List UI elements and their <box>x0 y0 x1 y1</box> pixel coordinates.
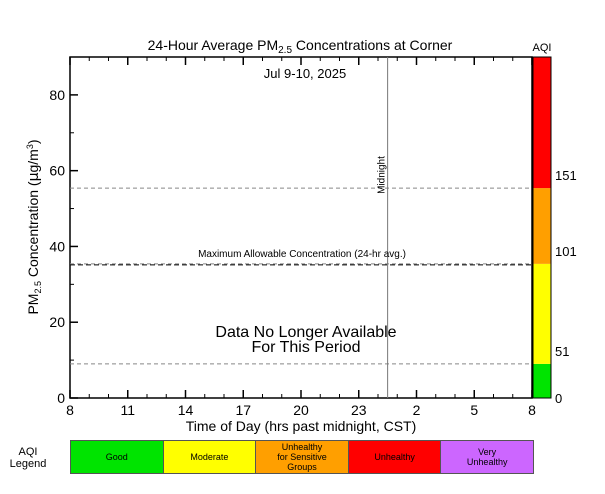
aqi-legend-item-1: Moderate <box>162 440 257 474</box>
aqi-legend-item-2: Unhealthy for Sensitive Groups <box>255 440 349 474</box>
aqi-legend-item-label: Very <box>478 447 497 457</box>
aqi-legend-item-4: Very Unhealthy <box>440 440 534 474</box>
reference-lines <box>70 187 532 365</box>
aqi-legend-item-label: Groups <box>287 462 317 472</box>
aqi-bar-label: 51 <box>555 344 569 359</box>
x-axis-label: Time of Day (hrs past midnight, CST) <box>186 418 417 434</box>
y-tick-label: 60 <box>49 163 65 179</box>
midnight-label: Midnight <box>377 156 388 194</box>
aqi-legend-item-label: Moderate <box>190 452 229 462</box>
aqi-bar-label: 101 <box>555 244 577 259</box>
aqi-band-2 <box>533 188 551 264</box>
aqi-legend-title-line2: Legend <box>9 458 47 470</box>
aqi-legend-item-0: Good <box>70 440 164 474</box>
aqi-band-3 <box>533 57 551 189</box>
aqi-legend-item-3: Unhealthy <box>347 440 442 474</box>
aqi-legend-title-line1: AQI <box>18 446 38 458</box>
no-data-message-line2: For This Period <box>251 339 360 356</box>
aqi-band-0 <box>533 363 551 398</box>
aqi-band-1 <box>533 263 551 364</box>
x-tick-label: 8 <box>528 402 536 418</box>
chart-title: 24-Hour Average PM2.5 Concentrations at … <box>148 37 453 56</box>
x-tick-label: 2 <box>413 402 421 418</box>
aqi-bar-frame <box>532 56 552 399</box>
aqi-legend-item-label: Unhealthy <box>281 442 323 452</box>
y-axis-label: PM2.5 Concentration (µg/m3) <box>25 139 43 314</box>
y-tick-label: 80 <box>49 87 65 103</box>
y-axis: 0 20 40 60 80 <box>49 56 78 406</box>
aqi-bar: 0 51 101 151 <box>532 56 577 406</box>
aqi-bar-label: 151 <box>555 168 577 183</box>
aqi-legend-item-label: Unhealthy <box>466 457 508 467</box>
x-tick-label: 8 <box>66 402 74 418</box>
x-tick-label: 23 <box>351 402 367 418</box>
y-tick-label: 0 <box>57 390 65 406</box>
x-tick-label: 5 <box>470 402 478 418</box>
x-tick-label: 17 <box>235 402 251 418</box>
y-tick-label: 40 <box>49 238 65 254</box>
aqi-legend-item-label: for Sensitive <box>277 452 327 462</box>
y-tick-label: 20 <box>49 314 65 330</box>
x-tick-label: 14 <box>178 402 194 418</box>
x-axis: 8 11 14 17 20 23 2 5 8 <box>66 57 536 418</box>
no-data-message-line1: Data No Longer Available <box>215 324 396 341</box>
max-allowable-label: Maximum Allowable Concentration (24-hr a… <box>198 249 406 260</box>
pm25-chart: 24-Hour Average PM2.5 Concentrations at … <box>25 37 577 434</box>
x-tick-label: 11 <box>120 402 135 418</box>
aqi-legend: AQI Legend Good Moderate Unhealthy for Sens… <box>0 440 605 480</box>
aqi-legend-title: AQI Legend <box>2 446 54 470</box>
aqi-legend-item-label: Unhealthy <box>374 452 415 462</box>
aqi-bar-label: 0 <box>555 391 562 406</box>
aqi-bar-title: AQI <box>533 42 552 54</box>
aqi-legend-item-label: Good <box>105 452 128 462</box>
x-tick-label: 20 <box>293 402 309 418</box>
chart-subtitle: Jul 9-10, 2025 <box>264 66 346 81</box>
